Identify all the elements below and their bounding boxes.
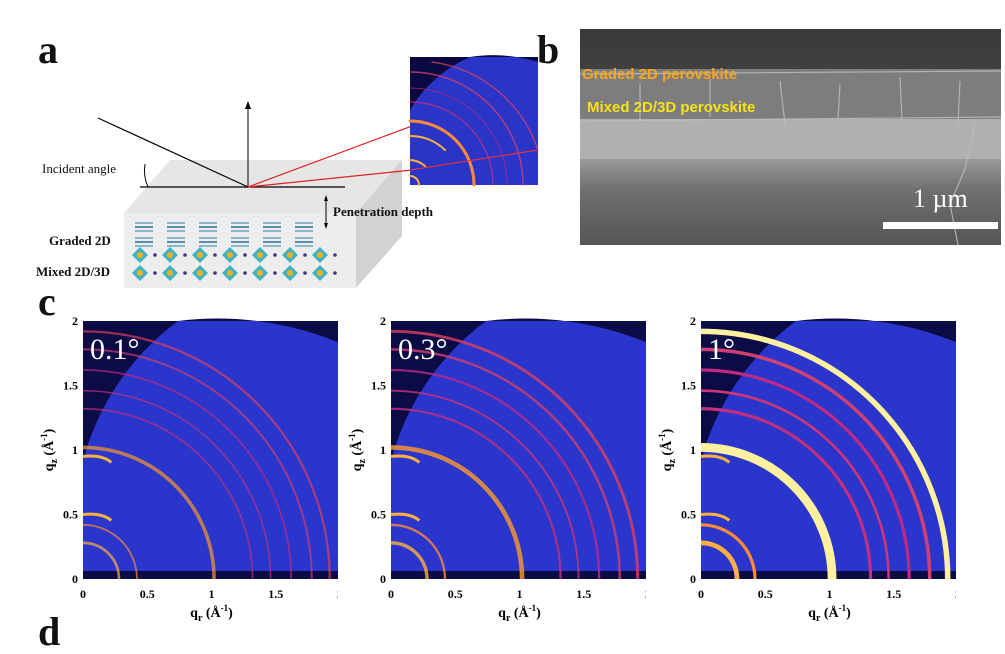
y-tick-label: 0.5 — [681, 508, 696, 522]
sample-side-face — [356, 160, 402, 288]
gisaxs-plot-3: 1° 0 0.5 1 1.5 2 0 0.5 1 1.5 2 qr (Å-1) qz (Å-1) — [657, 314, 956, 624]
x-axis-title: qr (Å-1) — [190, 603, 233, 624]
x-tick-label: 0.5 — [758, 587, 773, 601]
inset-gisaxs-image — [408, 55, 539, 187]
panel-label-c: c — [38, 279, 56, 324]
scattered-beam-1 — [247, 125, 413, 188]
mixed-2d3d-label: Mixed 2D/3D — [36, 264, 111, 279]
panel-a-schematic — [97, 55, 539, 288]
panel-label-b: b — [537, 27, 560, 72]
y-tick-label: 0.5 — [371, 508, 386, 522]
incidence-angle-label: 0.3° — [398, 333, 448, 366]
x-tick-label: 0 — [388, 587, 394, 601]
y-tick-label: 1.5 — [371, 379, 386, 393]
x-tick-label: 1.5 — [886, 587, 901, 601]
graded-2d-pattern — [135, 222, 313, 247]
x-tick-label: 2 — [337, 587, 338, 601]
x-tick-label: 0 — [80, 587, 86, 601]
y-tick-label: 2 — [380, 314, 386, 328]
incidence-angle-label: 0.1° — [90, 333, 140, 366]
x-tick-label: 0.5 — [448, 587, 463, 601]
graded-2d-perovskite-label: Graded 2D perovskite — [582, 66, 738, 83]
graded-2d-label: Graded 2D — [49, 233, 111, 248]
x-tick-label: 0.5 — [140, 587, 155, 601]
x-axis-title: qr (Å-1) — [498, 603, 541, 624]
gisaxs-plot-1: 0.1° 0 0.5 1 1.5 2 0 0.5 1 1.5 2 qr (Å-1) qz (Å-1) — [39, 314, 338, 624]
mixed-2d3d-pattern — [132, 247, 337, 281]
incident-beam — [97, 117, 249, 188]
x-tick-label: 2 — [645, 587, 646, 601]
y-axis-title: qz (Å-1) — [657, 428, 678, 471]
panel-label-a: a — [38, 27, 58, 72]
scattered-beam-2 — [247, 169, 413, 188]
y-axis-title: qz (Å-1) — [39, 428, 60, 471]
penetration-depth-label: Penetration depth — [333, 204, 434, 219]
y-tick-label: 1 — [72, 443, 78, 457]
y-tick-label: 2 — [690, 314, 696, 328]
y-tick-label: 0 — [72, 572, 78, 586]
x-tick-label: 1.5 — [268, 587, 283, 601]
x-tick-label: 1.5 — [576, 587, 591, 601]
x-axis-title: qr (Å-1) — [808, 603, 851, 624]
incidence-angle-label: 1° — [708, 333, 735, 366]
mixed-2d3d-perovskite-label: Mixed 2D/3D perovskite — [587, 99, 756, 116]
x-tick-label: 1 — [827, 587, 833, 601]
y-tick-label: 1 — [690, 443, 696, 457]
x-tick-label: 1 — [517, 587, 523, 601]
y-tick-label: 1.5 — [63, 379, 78, 393]
gisaxs-plot-2: 0.3° 0 0.5 1 1.5 2 0 0.5 1 1.5 2 qr (Å-1) qz (Å-1) — [347, 314, 646, 624]
y-tick-label: 1 — [380, 443, 386, 457]
x-tick-label: 0 — [698, 587, 704, 601]
y-tick-label: 1.5 — [681, 379, 696, 393]
y-tick-label: 0 — [380, 572, 386, 586]
x-tick-label: 2 — [955, 587, 956, 601]
angle-arc — [144, 163, 149, 188]
scale-bar — [883, 222, 998, 229]
x-tick-label: 1 — [209, 587, 215, 601]
y-axis-title: qz (Å-1) — [347, 428, 368, 471]
incident-angle-label: Incident angle — [42, 161, 116, 176]
y-tick-label: 0.5 — [63, 508, 78, 522]
sem-cross-section — [580, 29, 1001, 245]
scale-bar-label: 1 µm — [913, 184, 968, 213]
y-tick-label: 0 — [690, 572, 696, 586]
y-tick-label: 2 — [72, 314, 78, 328]
